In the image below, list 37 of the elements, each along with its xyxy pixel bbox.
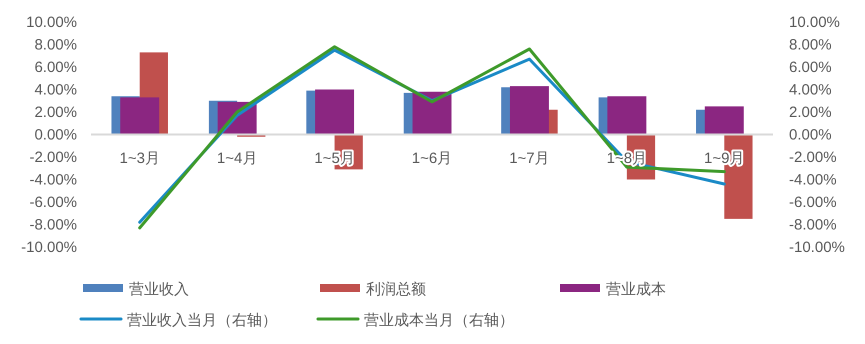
- y-tick-label: -2.00%: [29, 149, 77, 166]
- bar: [607, 96, 646, 134]
- y-tick-label: -8.00%: [29, 216, 77, 234]
- x-tick-label: 1~4月: [216, 150, 258, 167]
- legend-label: 利润总额: [366, 281, 426, 298]
- y-tick-label: -10.00%: [21, 239, 77, 256]
- legend-label: 营业成本当月（右轴）: [364, 312, 514, 329]
- y-tick-label: -4.00%: [29, 172, 77, 188]
- y2-tick-label: -4.00%: [789, 172, 837, 188]
- y2-tick-label: 2.00%: [789, 104, 832, 121]
- y-tick-label: 2.00%: [34, 104, 77, 121]
- bar: [120, 97, 160, 134]
- legend-label: 营业收入当月（右轴）: [127, 312, 277, 329]
- y-tick-label: 8.00%: [34, 36, 77, 54]
- y2-tick-label: 4.00%: [789, 82, 832, 98]
- y2-tick-label: 8.00%: [789, 36, 832, 54]
- bar: [315, 90, 354, 134]
- x-tick-label: 1~7月: [509, 150, 550, 167]
- y-tick-label: 4.00%: [34, 82, 77, 98]
- x-tick-label: 1~8月: [606, 150, 648, 167]
- y2-tick-label: 0.00%: [789, 126, 832, 144]
- y2-tick-label: 10.00%: [789, 14, 840, 31]
- y-tick-label: 10.00%: [26, 14, 77, 31]
- y2-tick-label: 6.00%: [789, 59, 832, 76]
- y2-tick-label: -8.00%: [789, 216, 837, 234]
- y2-tick-label: -6.00%: [789, 194, 837, 211]
- x-tick-label: 1~3月: [119, 150, 160, 167]
- y-tick-label: 0.00%: [34, 126, 77, 144]
- y-tick-label: 6.00%: [34, 59, 77, 76]
- bar: [510, 86, 549, 134]
- x-tick-label: 1~6月: [412, 150, 452, 167]
- y2-tick-label: -10.00%: [789, 239, 845, 256]
- legend-label: 营业成本: [606, 281, 666, 298]
- bar: [704, 106, 744, 134]
- y-tick-label: -6.00%: [29, 194, 77, 211]
- y2-tick-label: -2.00%: [789, 149, 837, 166]
- legend-label: 营业收入: [129, 281, 189, 298]
